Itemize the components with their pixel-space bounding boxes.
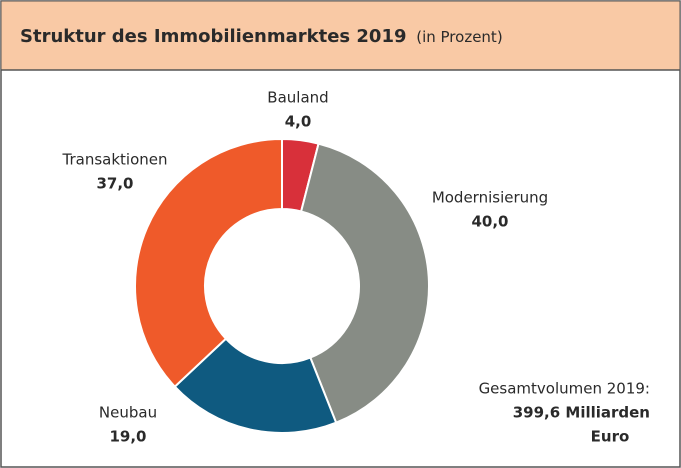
title: Struktur des Immobilienmarktes 2019 bbox=[20, 26, 407, 47]
header-band bbox=[1, 1, 680, 70]
donut-slice bbox=[173, 337, 338, 434]
annotation-line: 399,6 Milliarden bbox=[513, 404, 650, 422]
donut-slice bbox=[134, 137, 283, 389]
slice-label: Neubau bbox=[99, 404, 157, 422]
slice-label: Modernisierung bbox=[432, 189, 548, 207]
slice-value: 4,0 bbox=[285, 113, 312, 131]
slice-value: 37,0 bbox=[96, 175, 133, 193]
donut-slice bbox=[299, 142, 430, 424]
slice-value: 19,0 bbox=[109, 428, 146, 446]
annotation-line: Euro bbox=[591, 428, 630, 446]
chart-title: Struktur des Immobilienmarktes 2019 (in … bbox=[20, 26, 503, 47]
slice-label: Bauland bbox=[267, 89, 328, 107]
annotation-line: Gesamtvolumen 2019: bbox=[479, 380, 650, 398]
subtitle: (in Prozent) bbox=[416, 28, 502, 46]
slice-value: 40,0 bbox=[471, 213, 508, 231]
slice-label: Transaktionen bbox=[62, 151, 168, 169]
donut bbox=[134, 137, 430, 434]
